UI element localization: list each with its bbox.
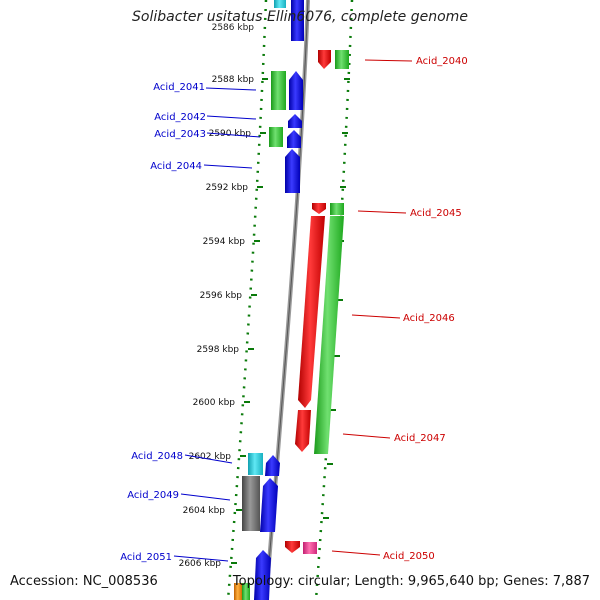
ruler-label: 2604 kbp [183,506,226,516]
gene-orange-bottom[interactable] [234,583,242,600]
gene-acid-2040-red[interactable] [318,50,331,69]
gene-acid-2046-green-long[interactable] [314,216,344,454]
gene-label-acid-2041[interactable]: Acid_2041 [153,82,205,93]
genome-summary-text: Topology: circular; Length: 9,965,640 bp… [232,574,590,589]
ruler-label: 2594 kbp [203,237,246,247]
gene-label-acid-2042[interactable]: Acid_2042 [154,112,206,123]
leader-lines-right [331,59,413,556]
gene-label-acid-2047[interactable]: Acid_2047 [394,433,446,444]
gene-acid-2049-blue[interactable] [260,478,278,532]
gene-acid-2042-blue[interactable] [288,114,302,128]
gene-blue-top[interactable] [291,0,304,41]
gene-label-acid-2049[interactable]: Acid_2049 [127,490,179,501]
gene-label-acid-2044[interactable]: Acid_2044 [150,161,202,172]
ruler-label: 2598 kbp [197,345,240,355]
ruler-label: 2600 kbp [193,398,236,408]
ruler-label: 2592 kbp [206,183,249,193]
gene-acid-2049-gray[interactable] [242,476,260,531]
genome-title: Solibacter usitatus Ellin6076, complete … [132,9,468,25]
ruler-label: 2602 kbp [189,452,232,462]
gene-acid-2045-red[interactable] [312,203,326,214]
gene-label-acid-2046[interactable]: Acid_2046 [403,313,455,324]
gene-acid-2050-pink[interactable] [303,542,317,554]
leader-lines-left [173,87,261,562]
gene-green-bottom[interactable] [242,583,250,600]
ruler-label-top-partial: 2586 kbp [212,23,255,33]
gene-label-acid-2051[interactable]: Acid_2051 [120,552,172,563]
ruler-label: 2606 kbp [179,559,222,569]
gene-acid-2048-blue[interactable] [265,455,280,476]
gene-label-acid-2045[interactable]: Acid_2045 [410,208,462,219]
ruler-ticks-left [231,78,268,564]
gene-acid-2043-blue[interactable] [287,130,301,148]
gene-acid-2047-red[interactable] [295,410,311,452]
ruler-label: 2588 kbp [212,75,255,85]
gene-acid-2043-green[interactable] [269,127,283,147]
gene-acid-2040-green[interactable] [335,50,349,69]
gene-acid-2044-blue[interactable] [285,149,300,193]
gene-acid-2041-blue[interactable] [289,71,303,110]
ruler-ticks-right [323,78,350,519]
gene-acid-2046-red[interactable] [298,216,325,408]
gene-acid-2050-red[interactable] [285,541,300,553]
gene-label-acid-2043[interactable]: Acid_2043 [154,129,206,140]
gene-label-acid-2050[interactable]: Acid_2050 [383,551,435,562]
gene-acid-2046-green[interactable] [330,203,344,215]
gene-label-acid-2040[interactable]: Acid_2040 [416,56,468,67]
gene-acid-2048-cyan[interactable] [248,453,263,475]
gene-cyan-top[interactable] [274,0,286,8]
gene-acid-2051-blue[interactable] [254,550,271,600]
ruler-label: 2590 kbp [209,129,252,139]
ruler-label: 2596 kbp [200,291,243,301]
gene-label-acid-2048[interactable]: Acid_2048 [131,451,183,462]
gene-acid-2041-green[interactable] [271,71,286,110]
accession-text: Accession: NC_008536 [10,574,158,589]
